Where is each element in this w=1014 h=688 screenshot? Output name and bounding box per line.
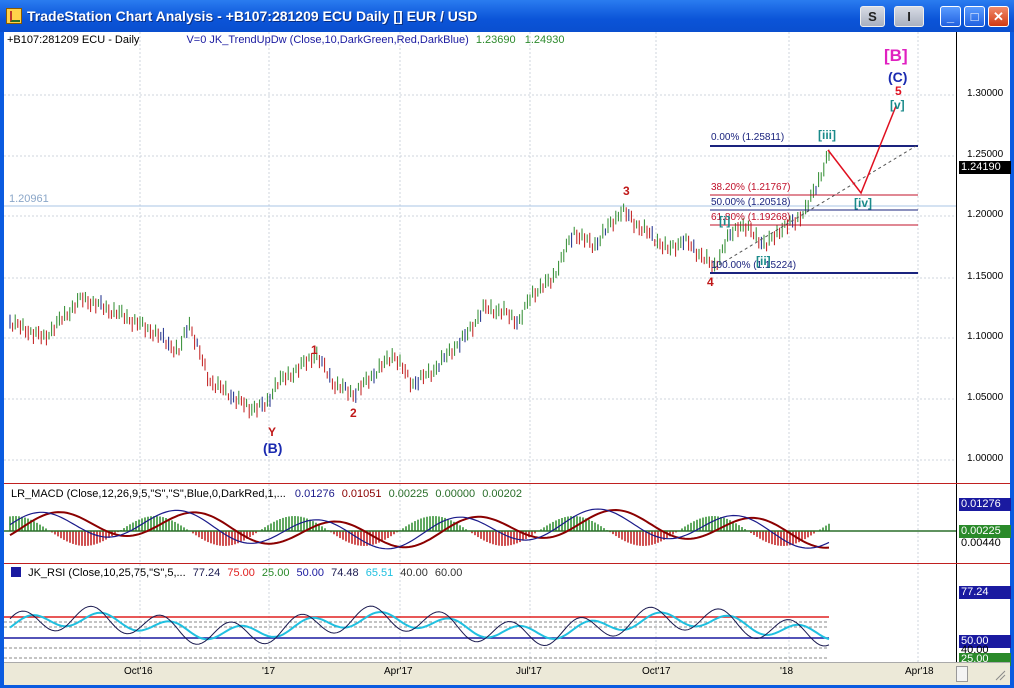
indicator-value-2: 1.24930 xyxy=(524,34,565,46)
x-label: Oct'17 xyxy=(642,666,671,677)
rsi-value-6: 65.51 xyxy=(365,567,394,579)
macd-line xyxy=(9,508,830,550)
indicator-label: V=0 JK_TrendUpDw (Close,10,DarkGreen,Red… xyxy=(186,34,469,46)
maximize-button[interactable]: □ xyxy=(964,6,985,27)
x-label: Jul'17 xyxy=(516,666,542,677)
rsi-value-8: 60.00 xyxy=(434,567,463,579)
price-tick: 1.10000 xyxy=(967,331,1004,342)
price-tick: 1.15000 xyxy=(967,271,1004,282)
price-tick: 1.05000 xyxy=(967,392,1004,403)
wave-label-y: Y xyxy=(268,425,277,439)
rsi-label: JK_RSI (Close,10,25,75,"S",5,... xyxy=(28,567,186,579)
rsi-value-5: 74.48 xyxy=(331,567,359,579)
price-tick: 1.25000 xyxy=(967,149,1004,160)
macd-axis[interactable]: 0.01276 0.00225 0.00440 xyxy=(956,484,1011,563)
fib-618-label: 61.80% (1.19268) xyxy=(711,212,791,223)
wave-label-ii: [ii] xyxy=(756,254,771,268)
fib-0-label: 0.00% (1.25811) xyxy=(711,132,785,143)
price-tick: 1.30000 xyxy=(967,88,1004,99)
wave-label-1: 1 xyxy=(311,343,318,357)
macd-plot[interactable]: LR_MACD (Close,12,26,9,5,"S","S",Blue,0,… xyxy=(4,484,956,563)
price-tick: 1.00000 xyxy=(967,453,1004,464)
pane-divider[interactable] xyxy=(4,483,1010,484)
close-button[interactable]: ✕ xyxy=(988,6,1009,27)
rsi-value-2: 75.00 xyxy=(227,567,255,579)
symbol-label: +B107:281209 ECU - Daily xyxy=(7,34,140,46)
price-tick: 1.20000 xyxy=(967,209,1004,220)
x-label: Apr'18 xyxy=(905,666,934,677)
x-label: '18 xyxy=(780,666,794,677)
rsi-plot[interactable]: JK_RSI (Close,10,25,75,"S",5,... 77.24 7… xyxy=(4,564,956,662)
window-title: TradeStation Chart Analysis - +B107:2812… xyxy=(27,8,478,24)
macd-value-1: 0.01276 xyxy=(294,488,335,500)
fib-382-label: 38.20% (1.21767) xyxy=(711,182,791,193)
macd-value-2: 0.01051 xyxy=(341,488,382,500)
wave-label-b-paren: (B) xyxy=(263,440,283,456)
fib-100-label: 100.00% (1.15224) xyxy=(711,260,797,271)
price-pane[interactable]: +B107:281209 ECU - Daily V=0 JK_TrendUpD… xyxy=(4,32,1011,483)
macd-header: LR_MACD (Close,12,26,9,5,"S","S",Blue,0,… xyxy=(11,488,522,500)
wave-label-2: 2 xyxy=(350,406,357,420)
left-price-label: 1.20961 xyxy=(9,193,49,205)
price-axis[interactable]: 1.30000 1.25000 1.24190 1.20000 1.15000 … xyxy=(956,32,1011,483)
resize-grip-icon[interactable] xyxy=(994,665,1006,681)
wave-label-5-top: 5 xyxy=(895,84,902,98)
rsi-header: JK_RSI (Close,10,25,75,"S",5,... 77.24 7… xyxy=(11,567,462,579)
price-plot[interactable]: +B107:281209 ECU - Daily V=0 JK_TrendUpD… xyxy=(4,32,956,483)
macd-value-5: 0.00202 xyxy=(482,488,522,500)
macd-svg xyxy=(4,484,956,563)
pane-divider[interactable] xyxy=(4,563,1010,564)
x-label: Apr'17 xyxy=(384,666,413,677)
wave-label-iii: [iii] xyxy=(818,128,836,142)
price-svg xyxy=(4,32,956,483)
last-price-tag: 1.24190 xyxy=(959,161,1011,174)
macd-label: LR_MACD (Close,12,26,9,5,"S","S",Blue,0,… xyxy=(11,488,286,500)
scroll-handle-left[interactable] xyxy=(956,666,968,682)
rsi-tag-2: 50.00 xyxy=(959,635,1011,648)
macd-tag-3: 0.00440 xyxy=(961,537,1001,549)
wave-label-c: (C) xyxy=(888,69,908,85)
wave-label-3: 3 xyxy=(623,184,630,198)
x-label: '17 xyxy=(262,666,276,677)
price-bars xyxy=(9,149,830,419)
indicator-value-1: 1.23690 xyxy=(475,34,516,46)
price-header: +B107:281209 ECU - Daily V=0 JK_TrendUpD… xyxy=(7,34,564,46)
title-bar[interactable]: TradeStation Chart Analysis - +B107:2812… xyxy=(0,0,1014,32)
rsi-value-7: 40.00 xyxy=(400,567,428,579)
wave-label-4: 4 xyxy=(707,275,714,289)
price-grid xyxy=(4,32,956,483)
info-button[interactable]: I xyxy=(894,6,924,27)
rsi-svg xyxy=(4,564,919,662)
macd-tag-1: 0.01276 xyxy=(959,498,1011,511)
wave-label-v: [v] xyxy=(890,98,905,112)
rsi-color-swatch xyxy=(11,567,21,577)
wave-label-b-big: [B] xyxy=(884,46,908,65)
chart-area[interactable]: +B107:281209 ECU - Daily V=0 JK_TrendUpD… xyxy=(4,32,1011,685)
projection-path xyxy=(827,105,897,195)
rsi-tag-1: 77.24 xyxy=(959,586,1011,599)
rsi-line xyxy=(9,605,830,647)
macd-value-4: 0.00000 xyxy=(435,488,476,500)
wave-label-iv: [iv] xyxy=(854,196,872,210)
rsi-smooth-line xyxy=(9,611,830,641)
x-label: Oct'16 xyxy=(124,666,153,677)
macd-pane[interactable]: LR_MACD (Close,12,26,9,5,"S","S",Blue,0,… xyxy=(4,484,1011,563)
rsi-axis[interactable]: 77.24 50.00 40.00 25.00 xyxy=(956,564,1011,666)
fib-50-label: 50.00% (1.20518) xyxy=(711,197,791,208)
rsi-value-3: 25.00 xyxy=(261,567,290,579)
macd-value-3: 0.00225 xyxy=(388,488,429,500)
rsi-value-4: 50.00 xyxy=(296,567,325,579)
minimize-button[interactable]: _ xyxy=(940,6,961,27)
symbol-link-button[interactable]: S xyxy=(860,6,885,27)
macd-signal-line xyxy=(9,508,830,549)
wave-label-i: [i] xyxy=(719,214,731,228)
rsi-pane[interactable]: JK_RSI (Close,10,25,75,"S",5,... 77.24 7… xyxy=(4,564,1011,666)
rsi-value-1: 77.24 xyxy=(192,567,221,579)
time-axis[interactable]: Oct'16 '17 Apr'17 Jul'17 Oct'17 '18 Apr'… xyxy=(4,662,1010,685)
chart-app-icon xyxy=(6,8,22,24)
macd-tag-2: 0.00225 xyxy=(959,525,1011,538)
